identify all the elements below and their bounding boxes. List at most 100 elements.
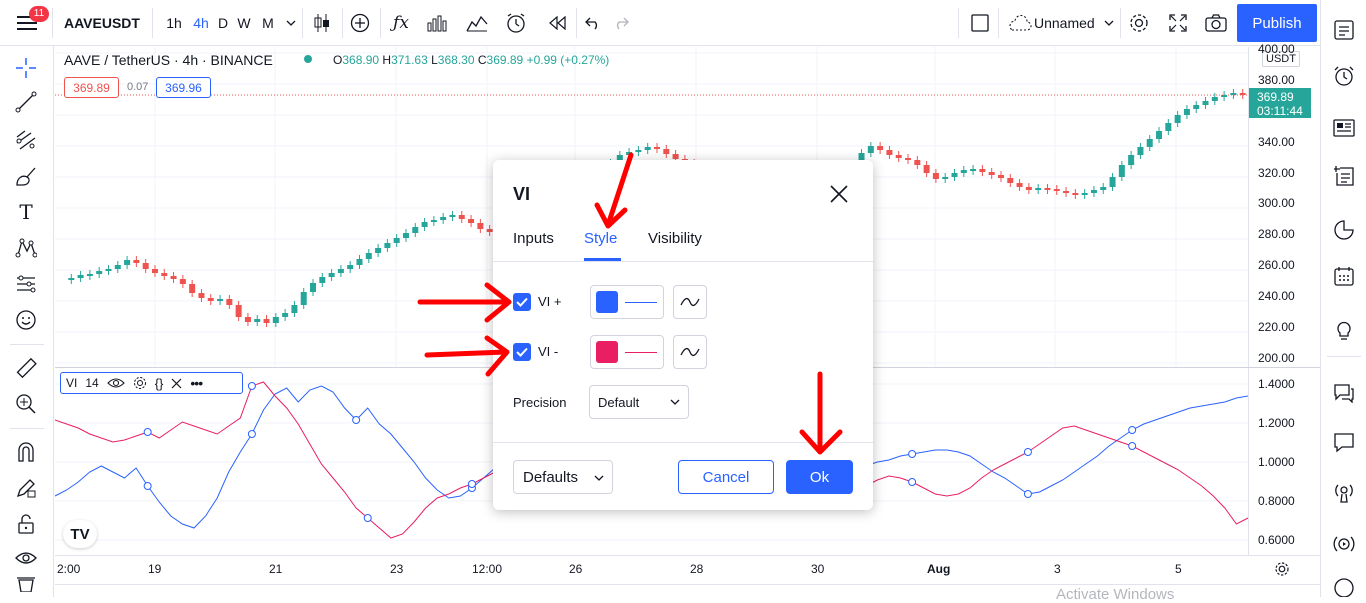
candles-chart-type-icon[interactable] [310, 0, 334, 46]
layout-dropdown-icon[interactable] [1102, 0, 1116, 46]
sell-button[interactable]: 369.89 [64, 77, 119, 98]
menu-icon[interactable] [10, 0, 44, 46]
tradingview-logo[interactable]: TV [63, 520, 97, 548]
streams-icon[interactable] [1330, 478, 1358, 506]
undo-icon[interactable] [582, 0, 604, 46]
vi-plus-color-swatch [596, 291, 618, 313]
close-icon[interactable] [171, 378, 182, 389]
fullscreen-icon[interactable] [1166, 0, 1190, 46]
ruler-icon[interactable] [12, 354, 40, 382]
magnet-icon[interactable] [12, 438, 40, 466]
time-tick: 12:00 [472, 562, 503, 576]
drawing-toolbar: T [0, 46, 54, 597]
interval-4h[interactable]: 4h [193, 15, 209, 31]
vi-minus-color-swatch [596, 341, 618, 363]
interval-dropdown-icon[interactable] [284, 0, 298, 46]
publish-button[interactable]: Publish [1237, 4, 1317, 42]
templates-icon[interactable] [464, 0, 490, 46]
emoji-icon[interactable] [12, 306, 40, 334]
time-tick: 30 [811, 562, 825, 576]
chats-icon[interactable] [1330, 378, 1358, 406]
more-icon[interactable]: ••• [190, 375, 203, 391]
vi-plus-color-picker[interactable] [590, 285, 664, 319]
precision-value: Default [598, 395, 640, 410]
source-code-icon[interactable]: {} [154, 375, 164, 391]
vi-axis-tick: 0.8000 [1258, 494, 1295, 508]
delete-icon[interactable] [12, 572, 40, 592]
time-tick: 26 [569, 562, 583, 576]
vi-plus-plot-type-button[interactable] [673, 285, 707, 319]
vi-plus-checkbox[interactable] [513, 293, 531, 311]
pattern-icon[interactable] [12, 234, 40, 262]
layout-name[interactable]: Unnamed [1034, 15, 1095, 31]
chat-bubble-icon[interactable] [1330, 428, 1358, 456]
cancel-button[interactable]: Cancel [678, 460, 774, 494]
currency-label[interactable]: USDT [1262, 51, 1300, 67]
prediction-icon[interactable] [12, 270, 40, 298]
crosshair-icon[interactable] [12, 54, 40, 82]
bar-countdown: 03:11:44 [1257, 104, 1303, 118]
interval-m[interactable]: M [262, 15, 274, 31]
eye-icon[interactable] [12, 544, 40, 572]
indicator-legend[interactable]: VI 14 {} ••• [60, 372, 243, 394]
tab-visibility[interactable]: Visibility [648, 230, 702, 247]
symbol-search-button[interactable]: AAVEUSDT [64, 15, 140, 31]
last-price-label: 369.89 03:11:44 [1249, 88, 1311, 118]
tab-style[interactable]: Style [584, 230, 618, 247]
lock-pencil-icon[interactable] [12, 474, 40, 502]
brush-icon[interactable] [12, 162, 40, 190]
low-label: L [431, 53, 438, 67]
hotlists-icon[interactable] [1330, 216, 1358, 244]
lock-icon[interactable] [12, 510, 40, 538]
redo-icon[interactable] [610, 0, 632, 46]
trend-line-icon[interactable] [12, 88, 40, 116]
symbol-legend-title: AAVE / TetherUS · 4h · BINANCE [64, 52, 273, 68]
chart-settings-gear-icon[interactable] [1274, 561, 1290, 577]
cloud-icon [1005, 0, 1033, 46]
financials-icon[interactable] [424, 0, 450, 46]
layout-select-icon[interactable] [968, 0, 992, 46]
vi-minus-checkbox[interactable] [513, 343, 531, 361]
data-window-icon[interactable] [1330, 162, 1358, 190]
ok-button[interactable]: Ok [786, 460, 853, 494]
os-watermark: Activate Windows [1056, 586, 1175, 603]
text-tool-icon[interactable]: T [19, 200, 33, 224]
alert-icon[interactable] [503, 0, 529, 46]
interval-w[interactable]: W [237, 15, 251, 31]
calendar-icon[interactable] [1330, 262, 1358, 290]
vi-minus-color-picker[interactable] [590, 335, 664, 369]
news-icon[interactable] [1330, 114, 1358, 142]
eye-icon[interactable] [106, 377, 125, 389]
settings-gear-icon[interactable] [1126, 0, 1152, 46]
interval-d[interactable]: D [217, 15, 229, 31]
close-icon[interactable] [829, 184, 849, 204]
time-tick: 5 [1175, 562, 1182, 576]
price-tick: 260.00 [1258, 258, 1295, 272]
market-status-dot [304, 55, 312, 63]
broadcast-play-icon[interactable] [1330, 530, 1358, 558]
indicators-fx-icon[interactable]: ƒx [393, 13, 409, 33]
defaults-dropdown[interactable]: Defaults [513, 460, 613, 494]
time-axis[interactable] [55, 555, 1320, 583]
vi-minus-plot-type-button[interactable] [673, 335, 707, 369]
ideas-lightbulb-icon[interactable] [1330, 316, 1358, 344]
fib-tool-icon[interactable] [12, 126, 40, 154]
vi-axis-tick: 1.2000 [1258, 416, 1295, 430]
watchlist-icon[interactable] [1330, 16, 1358, 44]
compare-add-icon[interactable] [347, 0, 373, 46]
zoom-in-icon[interactable] [12, 390, 40, 418]
price-axis[interactable] [1248, 47, 1320, 555]
camera-icon[interactable] [1203, 0, 1229, 46]
indicator-settings-dialog: VI Inputs Style Visibility VI + VI - Pre… [493, 160, 873, 510]
tab-inputs[interactable]: Inputs [513, 230, 554, 247]
gear-icon[interactable] [133, 376, 147, 390]
interval-1h[interactable]: 1h [166, 15, 182, 31]
replay-icon[interactable] [544, 0, 570, 46]
help-icon[interactable] [1330, 578, 1358, 597]
price-tick: 300.00 [1258, 196, 1295, 210]
buy-button[interactable]: 369.96 [156, 77, 211, 98]
price-tick: 340.00 [1258, 135, 1295, 149]
time-tick: 28 [690, 562, 704, 576]
alarm-clock-icon[interactable] [1330, 62, 1358, 90]
precision-select[interactable]: Default [589, 385, 689, 419]
